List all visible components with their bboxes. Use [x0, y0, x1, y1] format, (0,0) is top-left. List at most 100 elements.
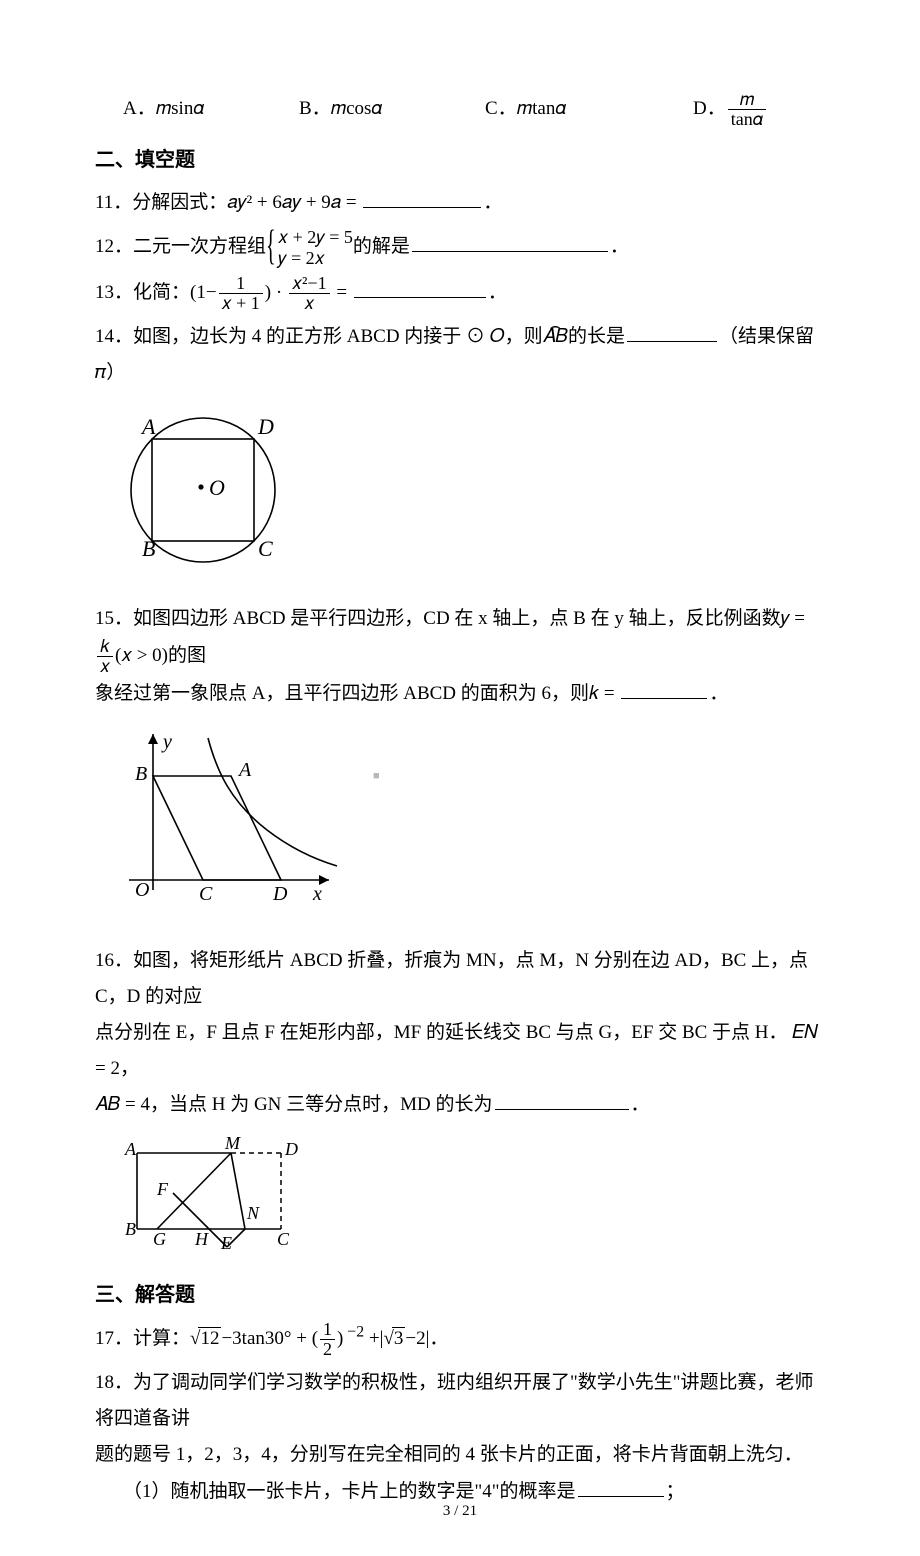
fig15-svg: yB A O C Dx	[113, 722, 343, 912]
question-12: 12．二元一次方程组𝑥 + 2𝑦 = 5𝑦 = 2𝑥的解是．	[95, 227, 825, 269]
q13-blank	[354, 277, 486, 298]
svg-text:D: D	[272, 883, 288, 905]
q13-f1-d: 𝑥 + 1	[219, 293, 263, 313]
question-15: 15．如图四边形 ABCD 是平行四边形，CD 在 x 轴上，点 B 在 y 轴…	[95, 601, 825, 712]
q18-l1: 18．为了调动同学们学习数学的积极性，班内组织开展了"数学小先生"讲题比赛，老师…	[95, 1372, 814, 1429]
question-17: 17．计算：√12−3tan30° + (12) −2 +|√3−2|．	[95, 1320, 825, 1359]
svg-text:B: B	[142, 536, 155, 561]
q16-l1: 16．如图，将矩形纸片 ABCD 折叠，折痕为 MN，点 M，N 分别在边 AD…	[95, 950, 808, 1007]
q13-f2-d: 𝑥	[289, 293, 330, 313]
svg-text:G: G	[153, 1229, 166, 1249]
svg-text:B: B	[125, 1219, 136, 1239]
fig14-svg: A D B C O	[113, 402, 288, 570]
svg-text:B: B	[135, 763, 147, 785]
q15-l2a: 象经过第一象限点 A，且平行四边形 ABCD 的面积为 6，则𝑘 =	[95, 683, 619, 704]
q14-arc: 𝐴𝐵	[543, 319, 568, 355]
svg-text:E: E	[220, 1233, 232, 1251]
q14-a: 14．如图，边长为 4 的正方形 ABCD 内接于 ⊙ 𝑂，则	[95, 326, 543, 347]
svg-text:C: C	[199, 883, 213, 905]
q17-sqrt2-rad: 3	[392, 1327, 406, 1349]
q17-sqrt1-rad: 12	[198, 1327, 221, 1349]
q15-blank	[621, 678, 707, 699]
q15-l1b: (𝑥 > 0)的图	[115, 645, 206, 666]
q16-l2: 点分别在 E，F 且点 F 在矩形内部，MF 的延长线交 BC 与点 G，EF …	[95, 1022, 818, 1079]
question-13: 13．化简：(1−1𝑥 + 1) · 𝑥²−1𝑥 = ．	[95, 274, 825, 313]
q13-f2-n: 𝑥²−1	[289, 274, 330, 293]
q15-frac: 𝑘𝑥	[97, 637, 113, 676]
figure-16: A M D FBG H NC E	[113, 1133, 825, 1264]
q12-system: 𝑥 + 2𝑦 = 5𝑦 = 2𝑥	[266, 227, 353, 269]
q17-exp: −2	[343, 1324, 364, 1341]
option-d-fraction: 𝑚tan𝛼	[728, 90, 766, 129]
q14-blank	[627, 321, 717, 342]
svg-text:x: x	[312, 883, 322, 905]
q12-mid: 的解是	[353, 236, 410, 257]
svg-text:A: A	[124, 1139, 137, 1159]
q12-sys-r2: 𝑦 = 2𝑥	[278, 248, 353, 269]
frac-den: tan𝛼	[728, 109, 766, 129]
figure-14: A D B C O	[113, 402, 825, 583]
option-d: D．𝑚tan𝛼	[693, 90, 768, 129]
q15-fd: 𝑥	[97, 656, 113, 676]
svg-text:F: F	[156, 1179, 169, 1199]
svg-text:C: C	[258, 536, 273, 561]
q17-prefix: 17．计算：	[95, 1328, 190, 1349]
q15-fn: 𝑘	[97, 637, 113, 656]
q18-l2: 题的题号 1，2，3，4，分别写在完全相同的 4 张卡片的正面，将卡片背面朝上洗…	[95, 1444, 803, 1465]
section-2-heading: 二、填空题	[95, 141, 825, 179]
page-number: 3 / 21	[0, 1497, 920, 1526]
q11-text: 11．分解因式：𝑎𝑦² + 6𝑎𝑦 + 9𝑎 =	[95, 192, 361, 213]
q11-period: ．	[483, 192, 502, 213]
q17-pf-d: 2	[320, 1339, 335, 1359]
q17-pfrac: 12	[320, 1320, 335, 1359]
q13-after: ．	[488, 282, 507, 303]
q12-blank	[412, 231, 608, 252]
q13-frac2: 𝑥²−1𝑥	[289, 274, 330, 313]
fig16-svg: A M D FBG H NC E	[113, 1133, 303, 1251]
option-d-prefix: D．	[693, 98, 726, 119]
q17-pf-n: 1	[320, 1320, 335, 1339]
q13-prefix: 13．化简：(1−	[95, 282, 217, 303]
svg-text:A: A	[237, 759, 252, 781]
q15-l1a: 15．如图四边形 ABCD 是平行四边形，CD 在 x 轴上，点 B 在 y 轴…	[95, 608, 805, 629]
svg-text:A: A	[140, 414, 156, 439]
q17-tail: −2|．	[405, 1328, 448, 1349]
q18-s1-blank	[578, 1476, 664, 1497]
q17-mid1: −3tan30° + (	[221, 1328, 318, 1349]
q16-l3a: 𝐴𝐵 = 4，当点 H 为 GN 三等分点时，MD 的长为	[95, 1094, 493, 1115]
q14-b: 的长是	[568, 326, 625, 347]
q12-sys-r1: 𝑥 + 2𝑦 = 5	[278, 227, 353, 248]
svg-text:N: N	[246, 1203, 260, 1223]
q17-mid2: +|	[364, 1328, 383, 1349]
q12-before: 12．二元一次方程组	[95, 236, 266, 257]
option-b: B．𝑚cos𝛼	[299, 91, 485, 127]
q17-sqrt1: √12	[190, 1321, 221, 1357]
svg-text:H: H	[194, 1229, 209, 1249]
question-11: 11．分解因式：𝑎𝑦² + 6𝑎𝑦 + 9𝑎 = ．	[95, 185, 825, 221]
question-14: 14．如图，边长为 4 的正方形 ABCD 内接于 ⊙ 𝑂，则𝐴𝐵的长是（结果保…	[95, 319, 825, 391]
svg-text:D: D	[257, 414, 274, 439]
q11-blank	[363, 187, 481, 208]
frac-num: 𝑚	[728, 90, 766, 109]
question-16: 16．如图，将矩形纸片 ABCD 折叠，折痕为 MN，点 M，N 分别在边 AD…	[95, 943, 825, 1123]
q15-after: ．	[709, 683, 728, 704]
q13-f1-n: 1	[219, 274, 263, 293]
option-c: C．𝑚tan𝛼	[485, 91, 693, 127]
q13-frac1: 1𝑥 + 1	[219, 274, 263, 313]
figure-15: yB A O C Dx ■	[113, 722, 825, 925]
q16-after: ．	[631, 1094, 650, 1115]
svg-text:y: y	[161, 731, 172, 753]
svg-text:D: D	[284, 1139, 298, 1159]
svg-text:O: O	[135, 879, 149, 901]
option-a: A．𝑚sin𝛼	[123, 91, 299, 127]
svg-text:M: M	[224, 1133, 241, 1153]
q13-mid1: ) ·	[265, 282, 282, 303]
q17-sqrt2: √3	[383, 1321, 405, 1357]
q13-mid2: =	[332, 282, 352, 303]
svg-text:O: O	[209, 475, 225, 500]
question-18: 18．为了调动同学们学习数学的积极性，班内组织开展了"数学小先生"讲题比赛，老师…	[95, 1365, 825, 1509]
svg-text:C: C	[277, 1229, 290, 1249]
q12-after: ．	[610, 236, 629, 257]
page: A．𝑚sin𝛼 B．𝑚cos𝛼 C．𝑚tan𝛼 D．𝑚tan𝛼 二、填空题 11…	[0, 0, 920, 1556]
faint-marker: ■	[373, 766, 380, 787]
